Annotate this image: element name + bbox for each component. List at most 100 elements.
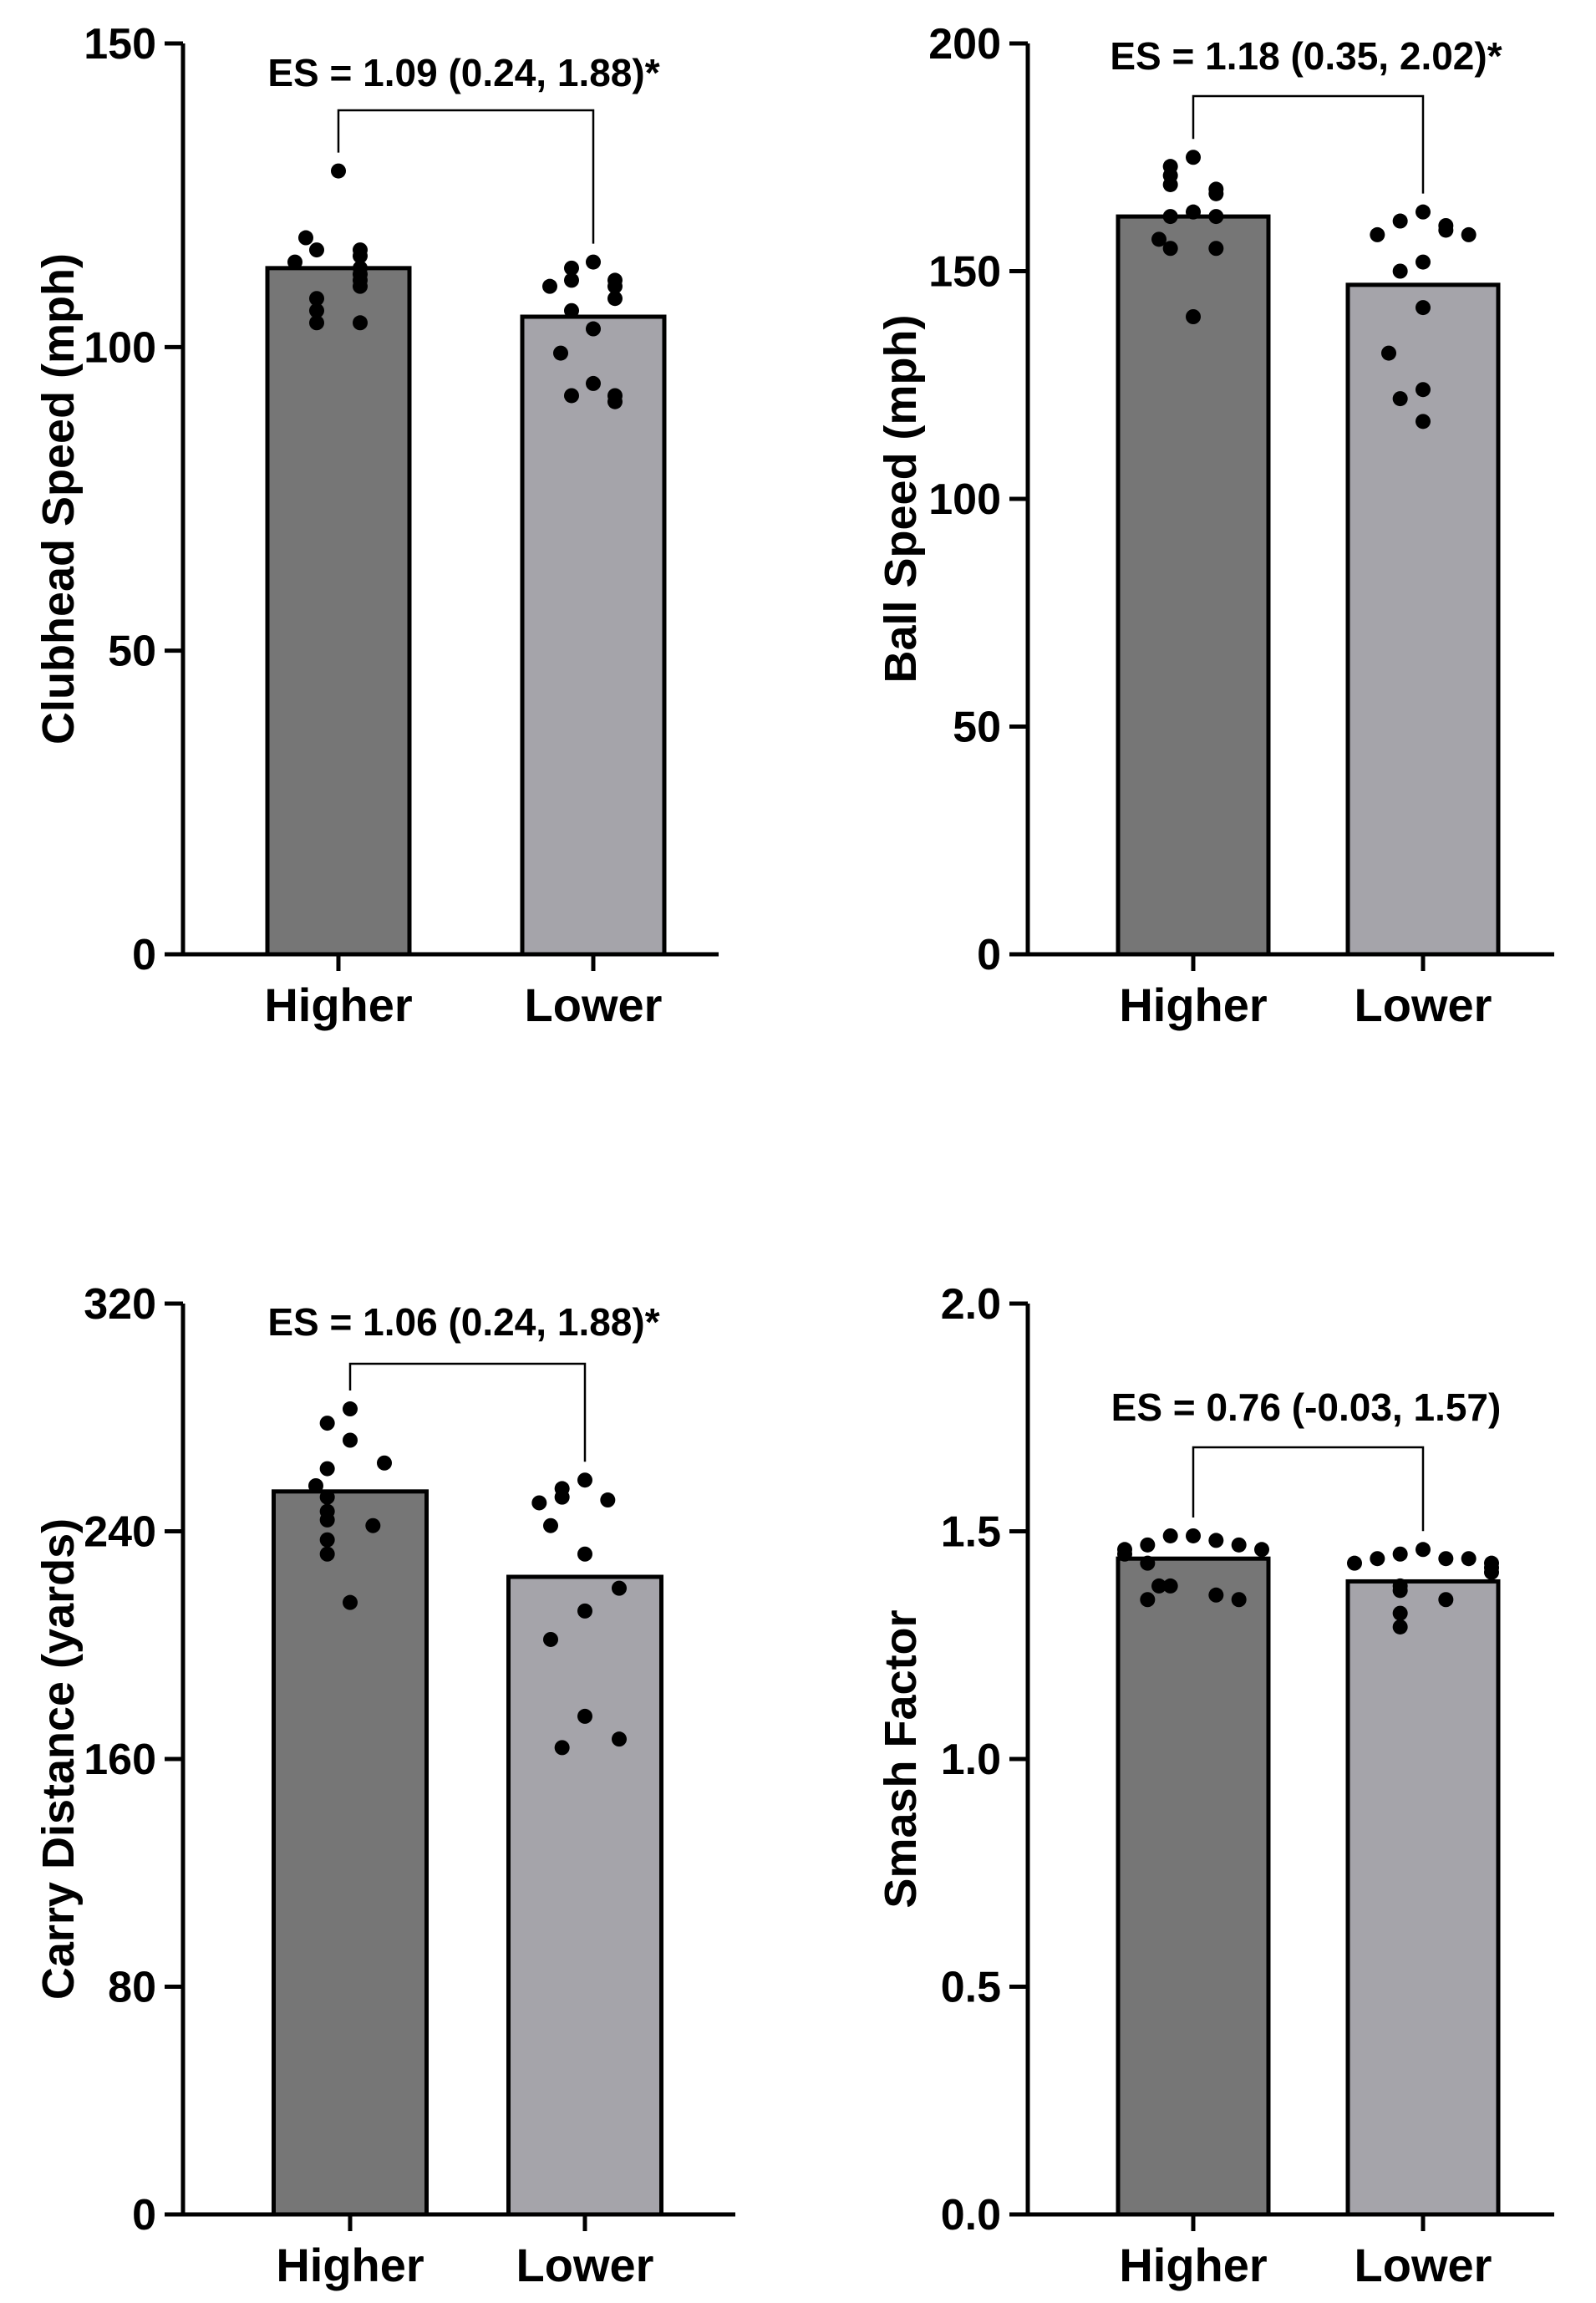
y-axis-label: Clubhead Speed (mph)	[33, 253, 84, 745]
y-tick-label: 1.0	[941, 1736, 1001, 1784]
y-tick-label: 100	[928, 475, 1001, 524]
bar-higher	[265, 266, 412, 957]
data-point	[577, 1472, 592, 1488]
data-point	[1370, 1551, 1385, 1567]
y-tick-label: 80	[108, 1964, 156, 2012]
y-axis-label: Ball Speed (mph)	[876, 314, 926, 683]
data-point	[343, 1432, 358, 1448]
x-tick-label-higher: Higher	[264, 979, 412, 1031]
effect-size-annotation: ES = 0.76 (-0.03, 1.57)	[1111, 1385, 1502, 1429]
y-tick-label: 200	[928, 20, 1001, 69]
bar-lower	[520, 314, 667, 957]
y-tick-label: 100	[84, 323, 156, 372]
data-point	[564, 272, 579, 288]
data-point	[543, 1518, 558, 1533]
data-point	[1162, 1528, 1178, 1543]
data-point	[586, 254, 601, 270]
y-tick-label: 50	[953, 704, 1001, 752]
data-point	[1186, 204, 1201, 220]
data-point	[1208, 186, 1224, 201]
y-tick-label: 240	[84, 1508, 156, 1557]
data-point	[612, 1580, 627, 1596]
data-point	[1438, 1592, 1454, 1608]
x-tick-label-higher: Higher	[1119, 979, 1267, 1031]
data-point	[554, 1489, 570, 1505]
y-tick-label: 0.0	[941, 2191, 1001, 2239]
data-point	[1438, 222, 1454, 238]
significance-bracket	[1192, 1446, 1425, 1532]
data-point	[1392, 263, 1408, 279]
significance-bracket	[1192, 94, 1425, 194]
data-point	[577, 1546, 592, 1562]
data-point	[1208, 241, 1224, 257]
data-point	[1438, 1551, 1454, 1567]
data-point	[1186, 309, 1201, 324]
y-tick-label: 150	[928, 248, 1001, 297]
effect-size-annotation: ES = 1.06 (0.24, 1.88)*	[267, 1300, 659, 1344]
x-tick-label-higher: Higher	[1119, 2239, 1267, 2291]
data-point	[1347, 1555, 1362, 1571]
bar-higher	[272, 1489, 429, 2217]
data-point	[607, 394, 623, 409]
chart-panel-4: 0.0 0.5 1.0 1.5 2.0 Higher Lower Smash Factor ES…	[876, 1280, 1554, 2291]
data-point	[586, 375, 601, 391]
data-point	[353, 278, 368, 294]
data-point	[1461, 1551, 1477, 1567]
bar-higher	[1116, 1556, 1271, 2217]
data-point	[309, 315, 324, 331]
data-point	[1416, 382, 1431, 398]
y-tick-label: 320	[84, 1280, 156, 1329]
chart-panel-1: 0 50 100 150 Higher Lower Clubhead Speed (mph)…	[33, 20, 719, 1031]
data-point	[1140, 1555, 1156, 1571]
y-tick-label: 2.0	[941, 1280, 1001, 1329]
data-point	[1416, 1542, 1431, 1558]
data-point	[1208, 1533, 1224, 1548]
data-point	[308, 1478, 323, 1493]
data-point	[553, 345, 568, 361]
data-point	[1151, 1578, 1167, 1594]
data-point	[577, 1708, 592, 1724]
data-point	[612, 1731, 627, 1747]
significance-bracket	[337, 109, 595, 244]
effect-size-annotation: ES = 1.09 (0.24, 1.88)*	[267, 51, 659, 94]
data-point	[319, 1512, 335, 1528]
data-point	[1392, 1546, 1408, 1562]
y-tick-label: 0	[977, 931, 1001, 979]
data-point	[1208, 209, 1224, 225]
data-point	[1392, 213, 1408, 229]
bar-lower	[506, 1574, 663, 2217]
data-point	[1140, 1592, 1156, 1608]
data-point	[1186, 150, 1201, 165]
data-point	[353, 315, 368, 331]
data-point	[1162, 241, 1178, 257]
data-point	[1117, 1546, 1132, 1562]
data-point	[1208, 1587, 1224, 1603]
data-point	[1392, 391, 1408, 407]
data-point	[309, 302, 324, 318]
data-point	[287, 254, 302, 270]
data-point	[600, 1492, 616, 1508]
data-point	[331, 163, 346, 179]
data-point	[1231, 1537, 1247, 1553]
x-tick-label-lower: Lower	[1355, 2239, 1492, 2291]
data-point	[607, 291, 623, 307]
data-point	[298, 230, 313, 246]
data-point	[1392, 1583, 1408, 1599]
data-point	[319, 1546, 335, 1562]
y-tick-label: 50	[108, 628, 156, 676]
data-point	[1151, 231, 1167, 247]
data-point	[377, 1455, 392, 1471]
data-point	[1416, 204, 1431, 220]
y-tick-label: 1.5	[941, 1508, 1001, 1557]
data-point	[564, 260, 579, 276]
y-axis-label: Smash Factor	[876, 1609, 926, 1908]
data-point	[1162, 209, 1178, 225]
y-tick-label: 0	[132, 931, 156, 979]
data-point	[564, 388, 579, 404]
data-point	[564, 302, 579, 318]
data-point	[319, 1532, 335, 1548]
data-point	[1162, 176, 1178, 192]
y-tick-label: 0.5	[941, 1964, 1001, 2012]
data-point	[1254, 1542, 1269, 1558]
